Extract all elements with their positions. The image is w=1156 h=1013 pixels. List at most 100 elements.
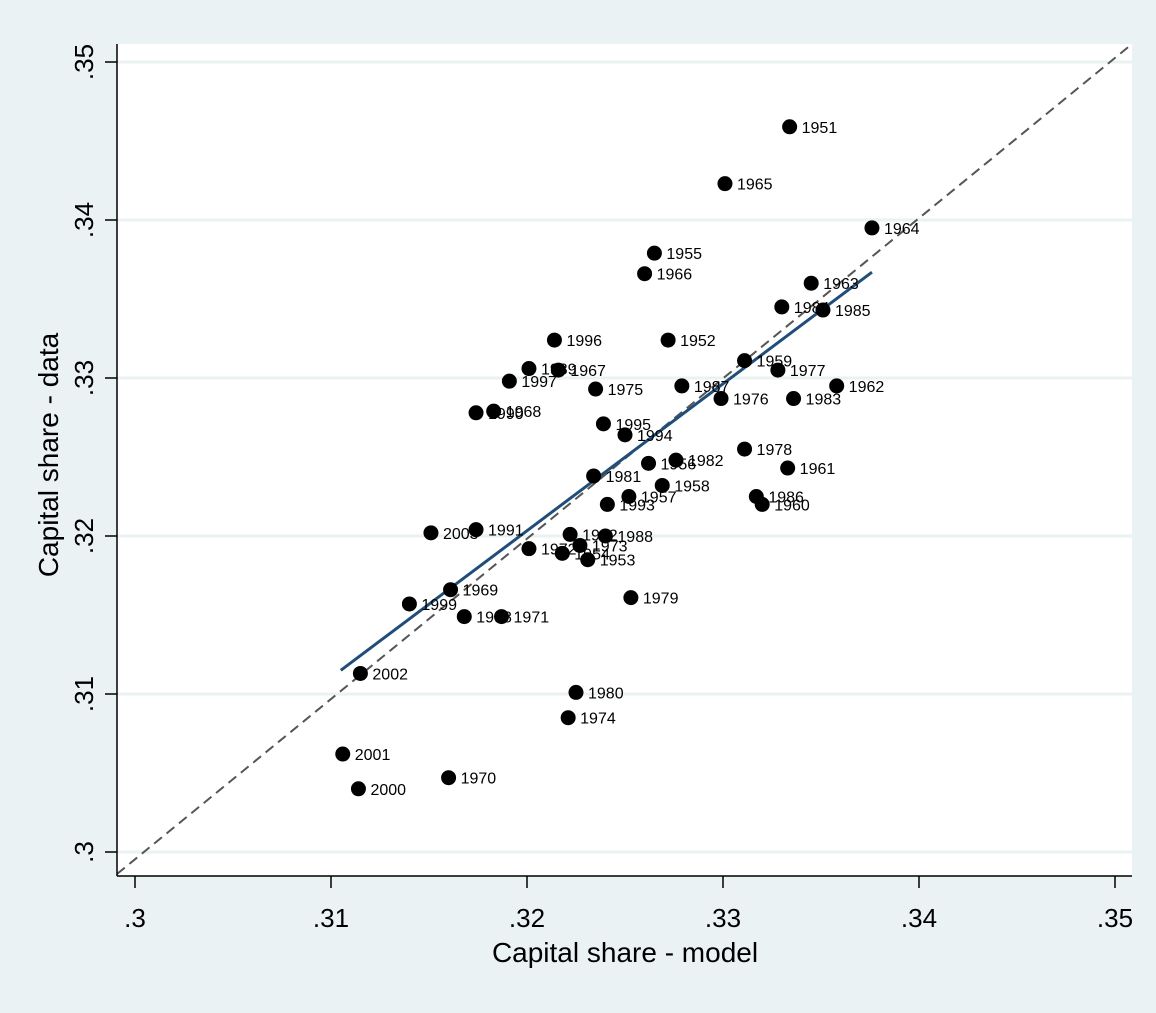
data-point-label: 1983 <box>806 392 842 409</box>
tick-layer: .3 .31 .32 .33 .34 .35 .3 .31 .32 .33 .34 .35 <box>69 44 1133 933</box>
data-point <box>572 537 588 553</box>
data-point-label: 1966 <box>657 267 693 284</box>
data-point-label: 1991 <box>488 523 524 540</box>
data-point-label: 1974 <box>580 711 616 728</box>
data-point-label: 1973 <box>592 538 628 555</box>
data-point <box>737 353 753 369</box>
data-point-label: 1955 <box>666 246 702 263</box>
data-point <box>774 299 790 315</box>
data-point <box>521 541 537 557</box>
data-point-label: 1978 <box>757 442 793 459</box>
y-tick-label: .34 <box>69 202 99 238</box>
data-point <box>423 525 439 541</box>
data-point <box>335 746 351 762</box>
data-point-label: 1977 <box>790 363 826 380</box>
data-point <box>641 455 657 471</box>
data-point <box>674 378 690 394</box>
fit-line-layer <box>339 270 873 672</box>
reference-line <box>116 43 1133 875</box>
data-point-label: 1981 <box>606 469 642 486</box>
data-point-label: 1962 <box>849 379 885 396</box>
data-point <box>713 391 729 407</box>
data-point-label: 1953 <box>600 553 636 570</box>
data-point <box>668 452 684 468</box>
data-point-label: 1988 <box>617 529 653 546</box>
axes <box>116 44 1132 877</box>
y-tick-label: .32 <box>69 518 99 554</box>
y-tick-label: .31 <box>69 676 99 712</box>
data-point <box>486 403 502 419</box>
data-point-label: 1971 <box>514 610 550 627</box>
x-tick-label: .31 <box>313 903 349 933</box>
data-point <box>717 176 733 192</box>
data-point-label: 1958 <box>674 478 710 495</box>
data-point-label: 1969 <box>463 583 499 600</box>
data-point <box>782 119 798 135</box>
data-point <box>770 362 786 378</box>
data-point <box>829 378 845 394</box>
data-point <box>654 477 670 493</box>
data-point <box>617 427 633 443</box>
y-tick-label: .35 <box>69 44 99 80</box>
data-point-label: 1993 <box>619 497 655 514</box>
data-point <box>737 441 753 457</box>
data-point <box>443 582 459 598</box>
data-point <box>637 266 653 282</box>
data-point <box>568 684 584 700</box>
plot-area <box>117 44 1132 876</box>
fit-line <box>339 270 873 672</box>
data-point <box>521 361 537 377</box>
x-tick-label: .33 <box>705 903 741 933</box>
data-point-label: 1957 <box>641 490 677 507</box>
y-axis-title: Capital share - data <box>33 332 64 577</box>
data-point-label: 1976 <box>733 392 769 409</box>
data-point <box>350 781 366 797</box>
data-point <box>595 416 611 432</box>
data-point <box>780 460 796 476</box>
data-point <box>623 590 639 606</box>
data-point <box>456 609 472 625</box>
data-point <box>864 220 880 236</box>
data-point <box>546 332 562 348</box>
data-point-label: 1963 <box>823 276 859 293</box>
data-point <box>468 522 484 538</box>
data-point-label: 1970 <box>461 771 497 788</box>
data-point-label: 1951 <box>802 120 838 137</box>
x-tick-label: .3 <box>124 903 146 933</box>
data-point-label: 1979 <box>643 591 679 608</box>
data-point <box>494 609 510 625</box>
data-point <box>441 770 457 786</box>
data-point <box>599 496 615 512</box>
data-point <box>803 275 819 291</box>
data-point-label: 2000 <box>370 782 406 799</box>
data-point <box>562 526 578 542</box>
data-point-label: 2001 <box>355 747 391 764</box>
y-tick-label: .3 <box>69 841 99 863</box>
data-point-label: 1967 <box>570 363 606 380</box>
data-point-label: 1996 <box>566 333 602 350</box>
data-point-label: 2002 <box>372 666 408 683</box>
data-point-label: 1999 <box>421 597 457 614</box>
data-point <box>815 302 831 318</box>
x-axis-title: Capital share - model <box>492 937 758 968</box>
x-tick-label: .34 <box>901 903 937 933</box>
data-point-label: 1968 <box>506 404 542 421</box>
data-point-label: 1965 <box>737 177 773 194</box>
x-tick-label: .35 <box>1097 903 1133 933</box>
data-point-label: 1961 <box>800 461 836 478</box>
data-point-label: 1975 <box>608 382 644 399</box>
data-point <box>352 665 368 681</box>
data-point <box>646 245 662 261</box>
data-point-label: 1982 <box>688 453 724 470</box>
data-point-label: 1994 <box>637 428 673 445</box>
data-point <box>468 405 484 421</box>
data-point-label: 1960 <box>774 497 810 514</box>
data-point <box>550 362 566 378</box>
reference-line-layer <box>116 43 1133 875</box>
data-point <box>586 468 602 484</box>
data-point <box>401 596 417 612</box>
data-point <box>580 552 596 568</box>
y-tick-label: .33 <box>69 360 99 396</box>
